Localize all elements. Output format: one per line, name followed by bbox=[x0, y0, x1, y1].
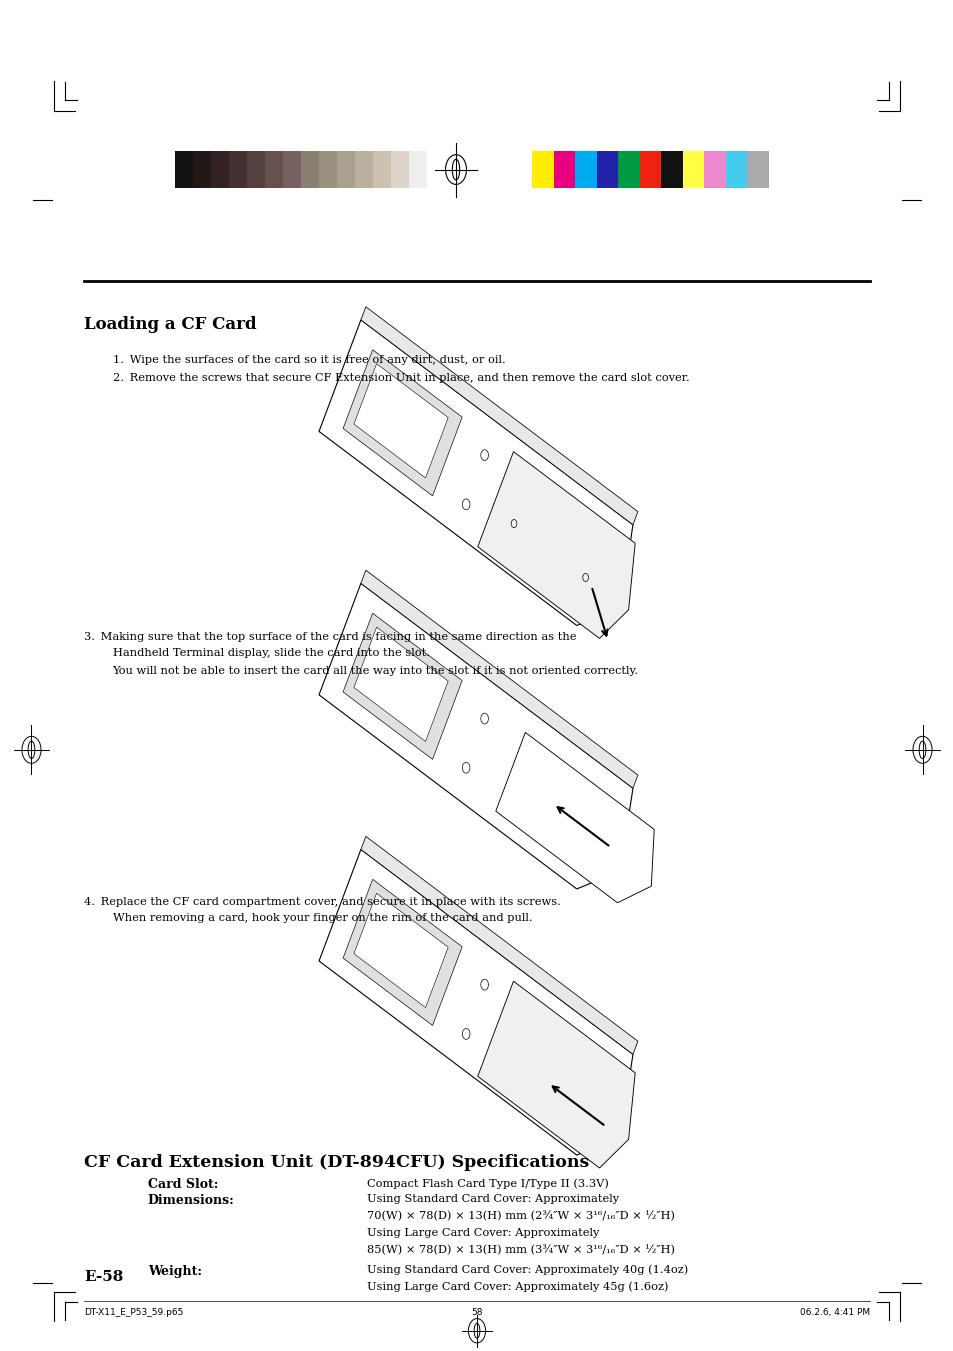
Polygon shape bbox=[477, 981, 635, 1169]
Text: 58: 58 bbox=[471, 1308, 482, 1317]
Text: When removing a card, hook your finger on the rim of the card and pull.: When removing a card, hook your finger o… bbox=[112, 913, 532, 923]
Polygon shape bbox=[318, 320, 632, 626]
Bar bbox=[301, 151, 318, 189]
Text: 1. Wipe the surfaces of the card so it is free of any dirt, dust, or oil.: 1. Wipe the surfaces of the card so it i… bbox=[112, 355, 505, 365]
Polygon shape bbox=[477, 451, 635, 639]
Bar bbox=[247, 151, 265, 189]
Bar bbox=[193, 151, 211, 189]
Text: Card Slot:: Card Slot: bbox=[148, 1178, 218, 1192]
Bar bbox=[597, 151, 618, 189]
Polygon shape bbox=[354, 627, 448, 742]
Bar bbox=[682, 151, 703, 189]
Bar bbox=[355, 151, 373, 189]
Bar bbox=[639, 151, 660, 189]
Text: Using Large Card Cover: Approximately 45g (1.6oz): Using Large Card Cover: Approximately 45… bbox=[367, 1281, 668, 1292]
Text: Loading a CF Card: Loading a CF Card bbox=[84, 316, 256, 334]
Bar bbox=[211, 151, 229, 189]
Text: DT-X11_E_P53_59.p65: DT-X11_E_P53_59.p65 bbox=[84, 1308, 183, 1317]
Text: 2. Remove the screws that secure CF Extension Unit in place, and then remove the: 2. Remove the screws that secure CF Exte… bbox=[112, 373, 689, 382]
Text: 3. Making sure that the top surface of the card is facing in the same direction : 3. Making sure that the top surface of t… bbox=[84, 632, 576, 642]
Bar bbox=[373, 151, 391, 189]
Text: Handheld Terminal display, slide the card into the slot.: Handheld Terminal display, slide the car… bbox=[112, 648, 429, 658]
Text: Using Large Card Cover: Approximately: Using Large Card Cover: Approximately bbox=[367, 1228, 599, 1238]
Polygon shape bbox=[354, 363, 448, 478]
Bar bbox=[318, 151, 336, 189]
Polygon shape bbox=[496, 732, 654, 902]
Text: CF Card Extension Unit (DT-894CFU) Specifications: CF Card Extension Unit (DT-894CFU) Speci… bbox=[84, 1154, 589, 1171]
Bar bbox=[229, 151, 247, 189]
Bar bbox=[265, 151, 283, 189]
Text: 4. Replace the CF card compartment cover, and secure it in place with its screws: 4. Replace the CF card compartment cover… bbox=[84, 897, 560, 907]
Polygon shape bbox=[360, 836, 638, 1054]
Bar bbox=[746, 151, 768, 189]
Text: 70(W) × 78(D) × 13(H) mm (2¾″W × 3¹⁶/₁₆″D × ½″H): 70(W) × 78(D) × 13(H) mm (2¾″W × 3¹⁶/₁₆″… bbox=[367, 1210, 675, 1221]
Text: Using Standard Card Cover: Approximately 40g (1.4oz): Using Standard Card Cover: Approximately… bbox=[367, 1265, 688, 1275]
Text: E-58: E-58 bbox=[84, 1270, 123, 1283]
Bar bbox=[391, 151, 409, 189]
Bar bbox=[174, 151, 193, 189]
Bar bbox=[532, 151, 554, 189]
Polygon shape bbox=[360, 307, 638, 524]
Bar bbox=[283, 151, 301, 189]
Text: Weight:: Weight: bbox=[148, 1265, 202, 1278]
Bar bbox=[575, 151, 597, 189]
Text: 06.2.6, 4:41 PM: 06.2.6, 4:41 PM bbox=[799, 1308, 869, 1317]
Polygon shape bbox=[360, 570, 638, 788]
Bar bbox=[618, 151, 639, 189]
Text: 85(W) × 78(D) × 13(H) mm (3¾″W × 3¹⁶/₁₆″D × ½″H): 85(W) × 78(D) × 13(H) mm (3¾″W × 3¹⁶/₁₆″… bbox=[367, 1246, 675, 1255]
Polygon shape bbox=[343, 350, 461, 496]
Bar bbox=[409, 151, 427, 189]
Bar bbox=[660, 151, 682, 189]
Bar bbox=[554, 151, 575, 189]
Polygon shape bbox=[318, 850, 632, 1155]
Polygon shape bbox=[318, 584, 632, 889]
Bar bbox=[725, 151, 746, 189]
Bar bbox=[336, 151, 355, 189]
Text: You will not be able to insert the card all the way into the slot if it is not o: You will not be able to insert the card … bbox=[112, 666, 638, 676]
Polygon shape bbox=[354, 893, 448, 1008]
Text: Compact Flash Card Type I/Type II (3.3V): Compact Flash Card Type I/Type II (3.3V) bbox=[367, 1178, 609, 1189]
Text: Using Standard Card Cover: Approximately: Using Standard Card Cover: Approximately bbox=[367, 1194, 618, 1204]
Polygon shape bbox=[343, 613, 461, 759]
Text: Dimensions:: Dimensions: bbox=[148, 1194, 234, 1208]
Polygon shape bbox=[343, 880, 461, 1025]
Bar bbox=[703, 151, 725, 189]
